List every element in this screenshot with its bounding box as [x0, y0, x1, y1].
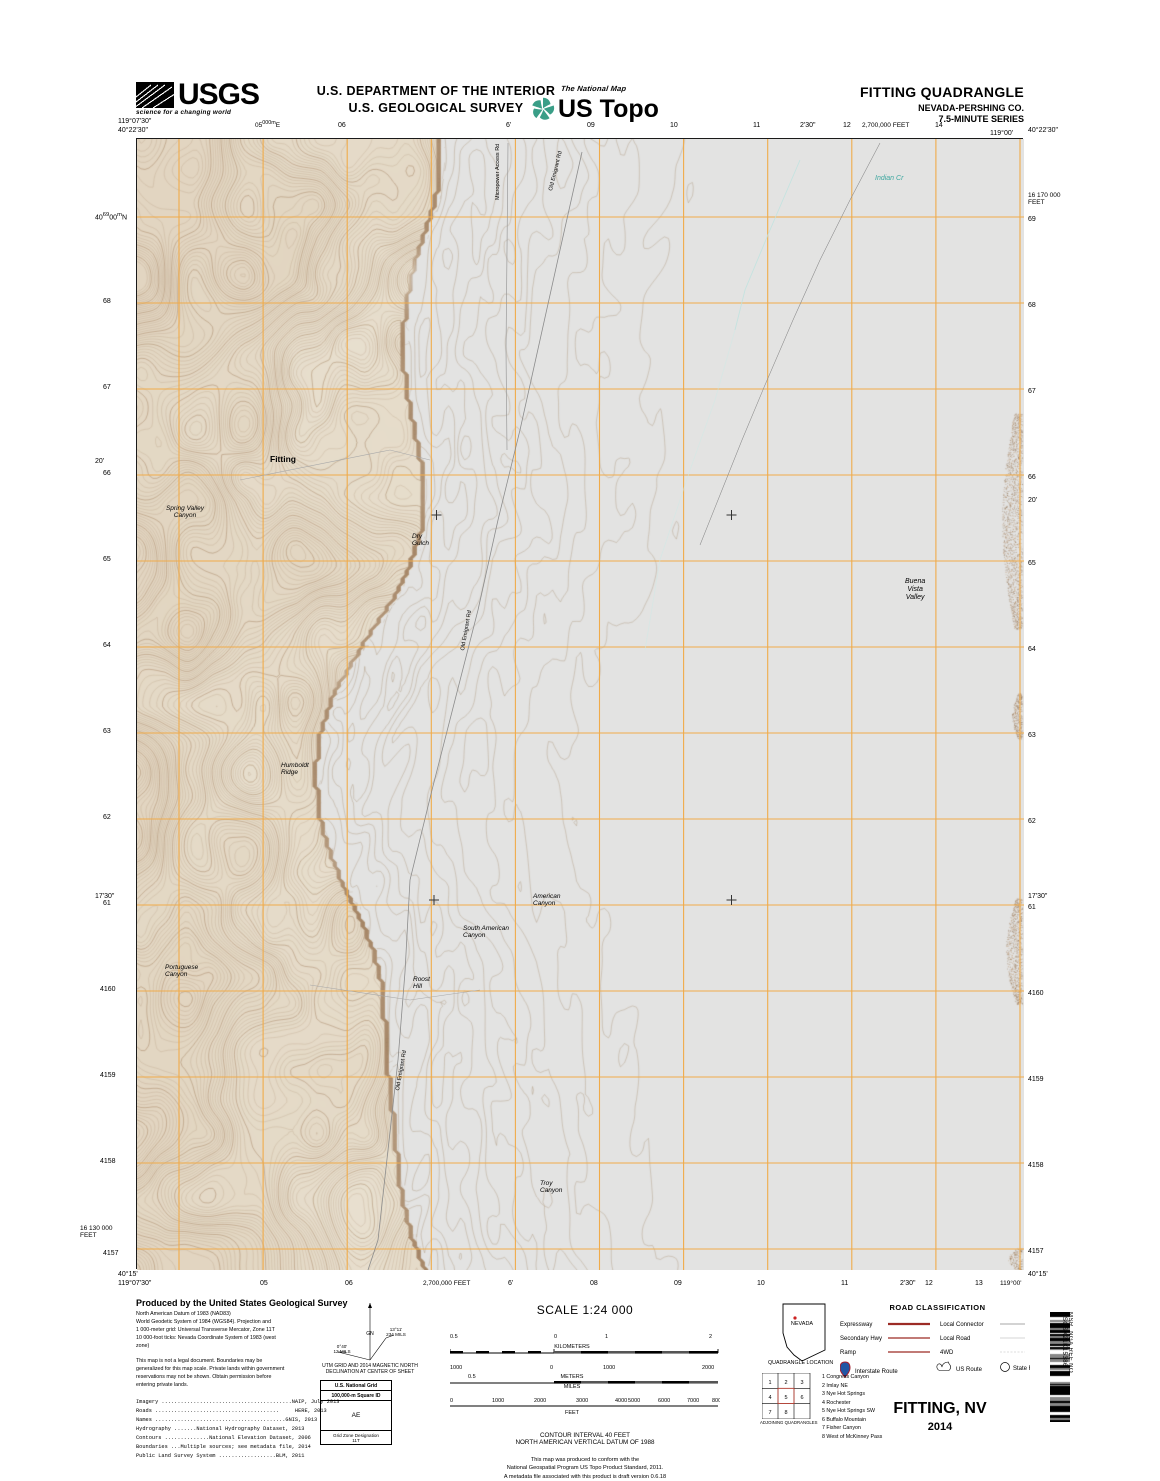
svg-text:1: 1: [605, 1334, 608, 1340]
svg-text:0.5: 0.5: [468, 1374, 476, 1380]
svg-text:0: 0: [554, 1334, 557, 1340]
svg-text:1000: 1000: [492, 1398, 504, 1404]
svg-text:3: 3: [800, 1380, 803, 1386]
svg-text:GN: GN: [366, 1331, 374, 1337]
svg-text:6: 6: [800, 1395, 803, 1401]
svg-text:Local Road: Local Road: [940, 1336, 970, 1342]
svg-text:Expressway: Expressway: [840, 1322, 872, 1328]
svg-text:8: 8: [784, 1410, 787, 1416]
svg-text:Secondary Hwy: Secondary Hwy: [840, 1336, 882, 1342]
svg-text:METERS: METERS: [561, 1374, 584, 1380]
svg-text:FEET: FEET: [565, 1410, 580, 1416]
svg-text:State Route: State Route: [1013, 1366, 1030, 1372]
svg-text:2000: 2000: [702, 1365, 714, 1371]
svg-text:2: 2: [709, 1334, 712, 1340]
svg-text:5000: 5000: [628, 1398, 640, 1404]
svg-text:7000: 7000: [687, 1398, 699, 1404]
svg-text:1: 1: [768, 1380, 771, 1386]
svg-text:MILES: MILES: [564, 1384, 581, 1390]
svg-text:7: 7: [768, 1410, 771, 1416]
svg-text:KILOMETERS: KILOMETERS: [554, 1344, 590, 1350]
svg-text:234 MILS: 234 MILS: [386, 1332, 406, 1337]
svg-text:4: 4: [768, 1395, 771, 1401]
svg-text:2: 2: [784, 1380, 787, 1386]
svg-text:4000: 4000: [615, 1398, 627, 1404]
svg-text:5: 5: [784, 1395, 787, 1401]
svg-text:1000: 1000: [450, 1365, 462, 1371]
svg-text:NEVADA: NEVADA: [791, 1321, 814, 1327]
svg-text:4WD: 4WD: [940, 1350, 954, 1356]
svg-text:6000: 6000: [658, 1398, 670, 1404]
svg-text:US Route: US Route: [956, 1367, 983, 1373]
svg-text:Ramp: Ramp: [840, 1350, 857, 1356]
svg-text:0: 0: [450, 1398, 453, 1404]
svg-text:Local Connector: Local Connector: [940, 1322, 984, 1328]
svg-text:12 MILS: 12 MILS: [333, 1349, 350, 1354]
svg-text:0.5: 0.5: [450, 1334, 458, 1340]
svg-text:8000: 8000: [712, 1398, 720, 1404]
svg-text:1000: 1000: [603, 1365, 615, 1371]
svg-text:2000: 2000: [534, 1398, 546, 1404]
svg-text:3000: 3000: [576, 1398, 588, 1404]
svg-text:0: 0: [550, 1365, 553, 1371]
